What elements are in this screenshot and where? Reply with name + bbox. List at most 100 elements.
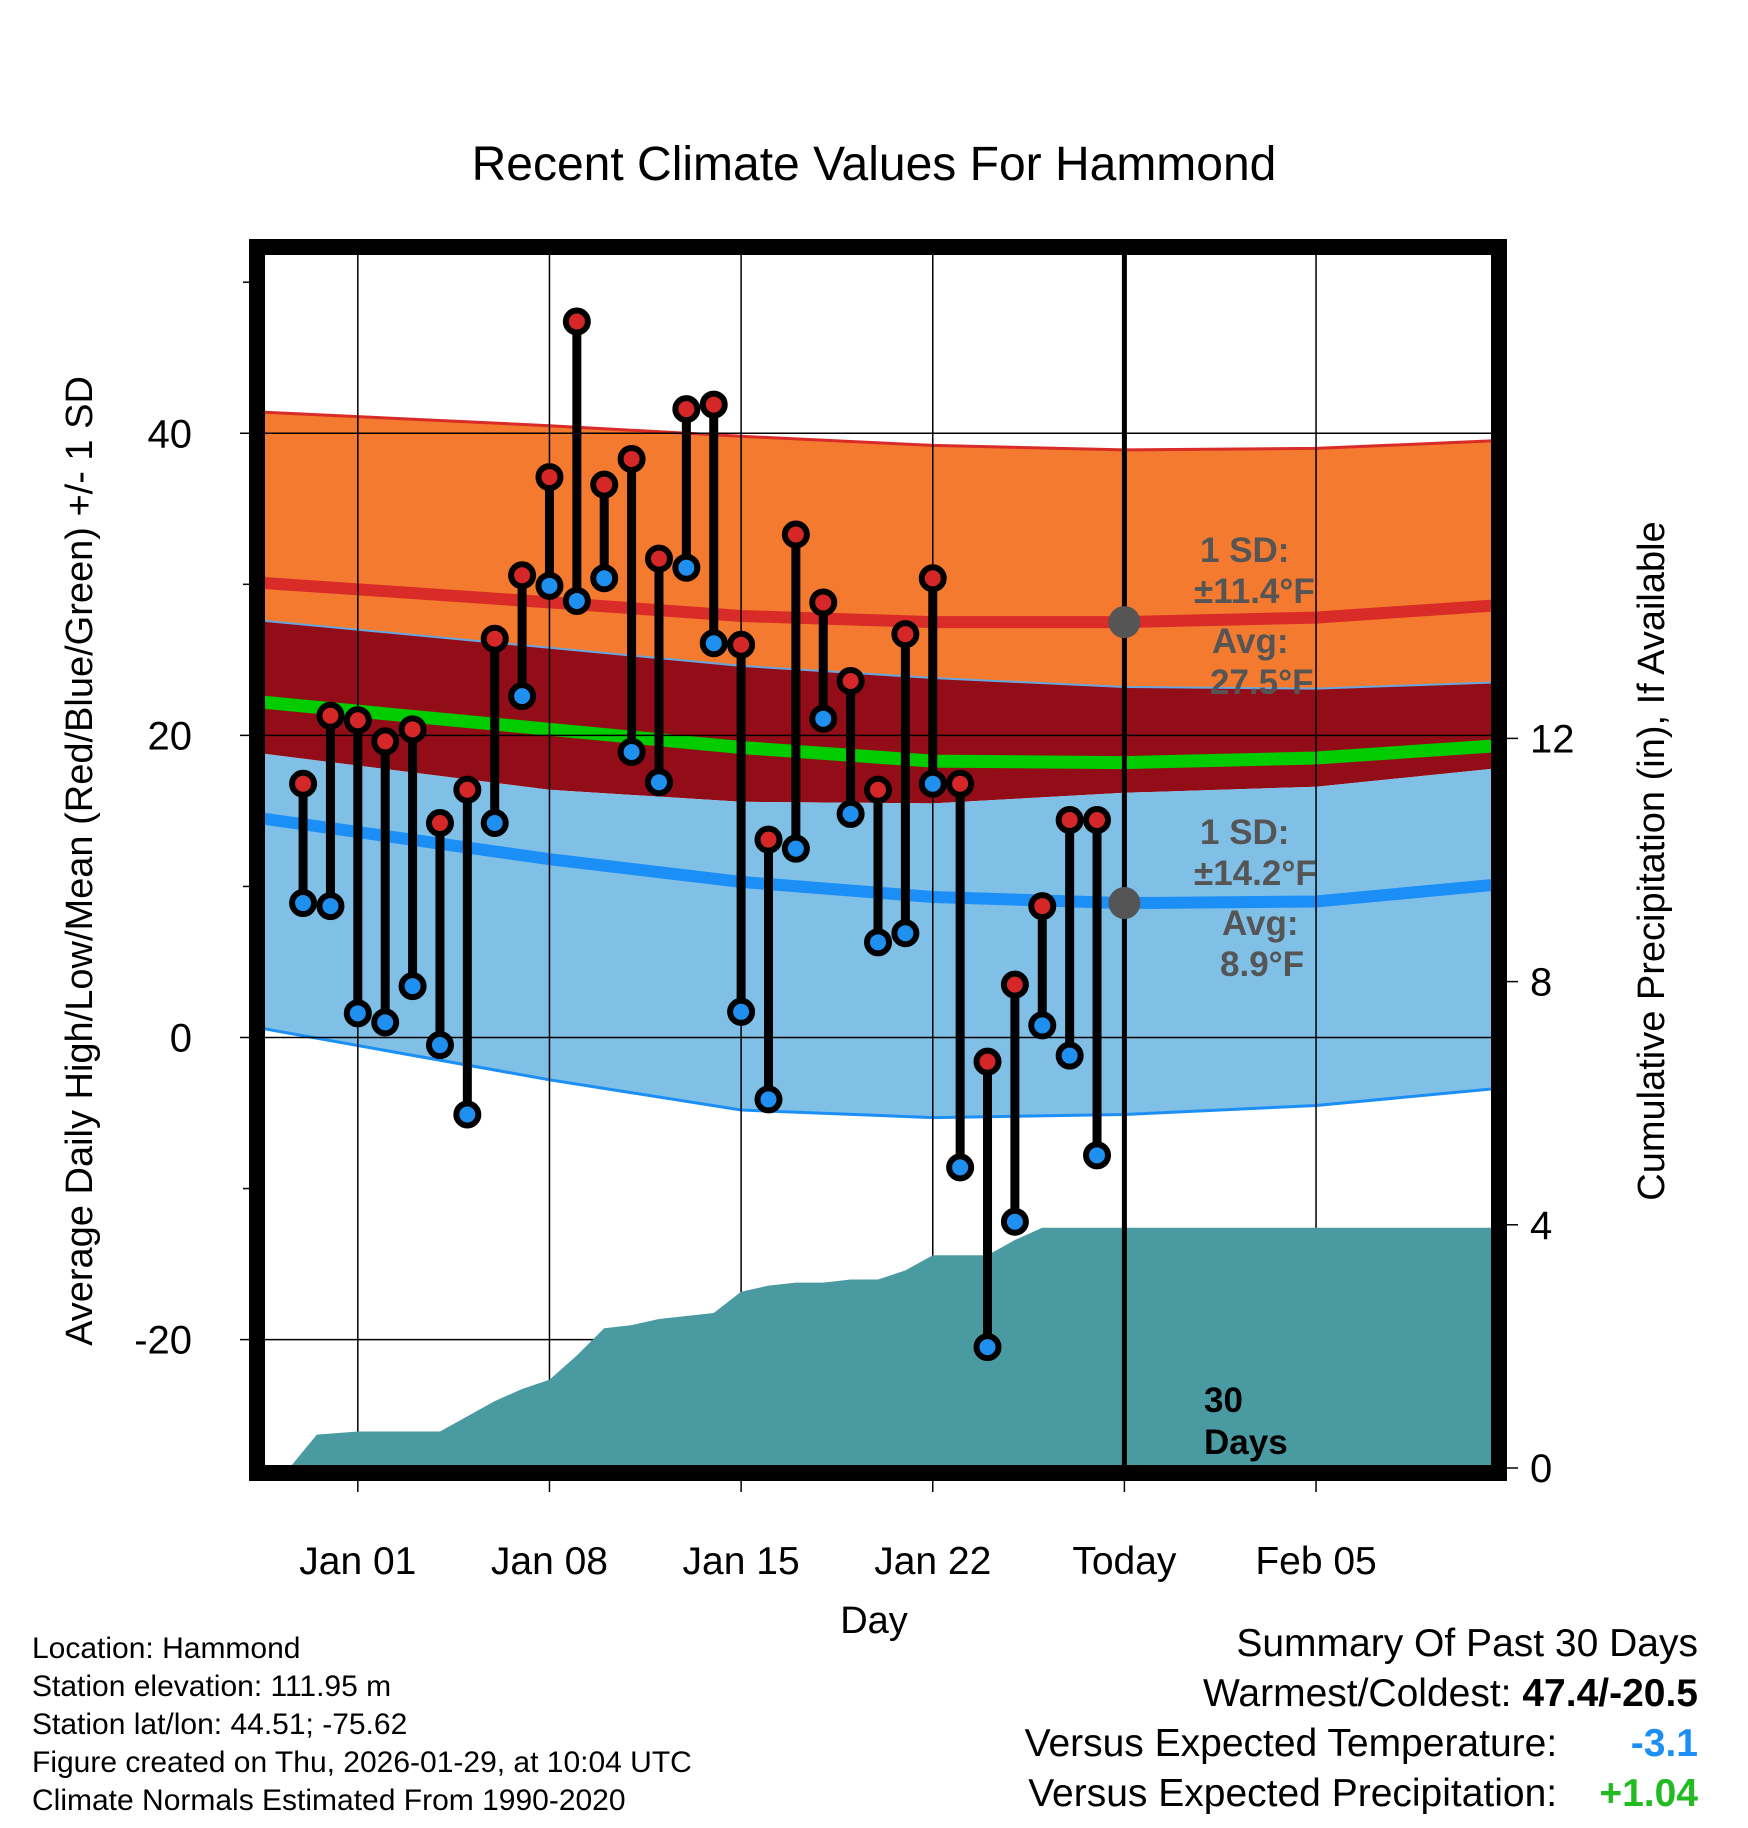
low-dot [1055,1041,1084,1070]
x-tick-label: Jan 01 [299,1540,416,1583]
high-dot [836,666,865,695]
footer-normals: Climate Normals Estimated From 1990-2020 [32,1784,626,1817]
temperature-dots [289,307,1112,1362]
y2-tick-label: 0 [1530,1447,1552,1491]
low-avg-value: 8.9°F [1220,945,1304,984]
high-dot [398,715,427,744]
high-dot [973,1047,1002,1076]
low-dot [617,737,646,766]
high-dot [289,769,318,798]
low-sd-label: 1 SD: [1200,813,1289,852]
high-sd-label: 1 SD: [1200,531,1289,570]
low-dot [289,889,318,918]
temp-value: -3.1 [1630,1722,1698,1765]
precip-value: +1.04 [1599,1772,1698,1815]
low-dot [946,1153,975,1182]
days-label: Days [1204,1423,1288,1462]
high-dot [508,561,537,590]
low-dot [891,919,920,948]
x-tick-label: Jan 08 [491,1540,608,1583]
y-tick-label: 40 [148,412,193,456]
low-dot [535,571,564,600]
high-avg-value: 27.5°F [1210,663,1314,702]
low-sd-value: ±14.2°F [1194,854,1317,893]
low-dot [973,1333,1002,1362]
low-dot [781,834,810,863]
low-dot [453,1100,482,1129]
axes: -20 0 20 40 0 4 8 12 Jan 01 Jan 08 Jan 15 Jan 22 Tod… [134,281,1575,1583]
high-dot [371,727,400,756]
high-dot [809,588,838,617]
y-axis-label: Average Daily High/Low/Mean (Red/Blue/Gr… [59,376,101,1346]
summary-precip: Versus Expected Precipitation: +1.04 [1028,1772,1698,1816]
y2-axis-label: Cumulative Precipitation (in), If Availa… [1631,521,1673,1200]
warm-cold-value: 47.4/-20.5 [1522,1672,1698,1715]
annotations: 1 SD: ±11.4°F Avg: 27.5°F 1 SD: ±14.2°F … [1194,531,1317,1462]
chart-title: Recent Climate Values For Hammond [472,138,1277,191]
footer-location: Location: Hammond [32,1632,301,1665]
low-dot [672,553,701,582]
days-count: 30 [1204,1381,1243,1420]
warm-cold-label: Warmest/Coldest: [1203,1672,1512,1715]
high-dot [562,307,591,336]
high-dot [453,775,482,804]
high-dot [1055,805,1084,834]
high-dot [617,444,646,473]
high-dot [425,808,454,837]
footer-latlon: Station lat/lon: 44.51; -75.62 [32,1708,408,1741]
low-dot [480,808,509,837]
low-dot [398,972,427,1001]
high-dot [781,520,810,549]
y2-tick-label: 8 [1530,961,1552,1005]
low-dot [343,999,372,1028]
low-dot [864,928,892,957]
y2-tick-label: 4 [1530,1204,1552,1248]
low-dot [809,704,838,733]
x-tick-label: Today [1072,1540,1177,1583]
low-dot [562,586,591,615]
high-avg-marker [1108,606,1141,639]
low-dot [754,1085,783,1114]
precipitation-area [289,1227,1494,1468]
high-dot [1000,970,1029,999]
low-dot [508,682,537,711]
high-sd-value: ±11.4°F [1194,572,1315,611]
x-tick-label: Jan 22 [874,1540,991,1583]
temp-label: Versus Expected Temperature: [1024,1722,1558,1765]
y-tick-label: 20 [148,714,193,758]
high-dot [316,701,345,730]
high-dot [480,624,509,653]
high-dot [644,544,673,573]
low-dot [371,1008,400,1037]
high-dot [864,775,892,804]
low-dot [699,629,728,658]
low-dot [1000,1207,1029,1236]
low-dot [727,997,756,1026]
summary-title: Summary Of Past 30 Days [1236,1622,1698,1665]
low-dot [590,564,619,593]
high-dot [590,470,619,499]
plot-frame [249,239,1507,1481]
high-dot [1028,892,1057,921]
high-dot [1083,805,1112,834]
high-dot [946,769,975,798]
y2-tick-label: 12 [1530,717,1575,761]
x-axis-label: Day [840,1600,908,1642]
summary-temp: Versus Expected Temperature: -3.1 [1025,1722,1698,1766]
low-dot [644,768,673,797]
y-tick-label: -20 [134,1319,192,1363]
low-dot [425,1031,454,1060]
low-avg-label: Avg: [1222,904,1298,943]
low-avg-marker [1108,887,1141,920]
high-dot [699,390,728,419]
high-dot [891,620,920,649]
high-dot [672,395,701,424]
high-dot [918,564,947,593]
low-dot [1028,1011,1057,1040]
precip-label: Versus Expected Precipitation: [1028,1772,1558,1815]
high-dot [727,630,756,659]
high-dot [535,463,564,492]
low-dot [836,799,865,828]
footer-created: Figure created on Thu, 2026-01-29, at 10… [32,1746,692,1779]
